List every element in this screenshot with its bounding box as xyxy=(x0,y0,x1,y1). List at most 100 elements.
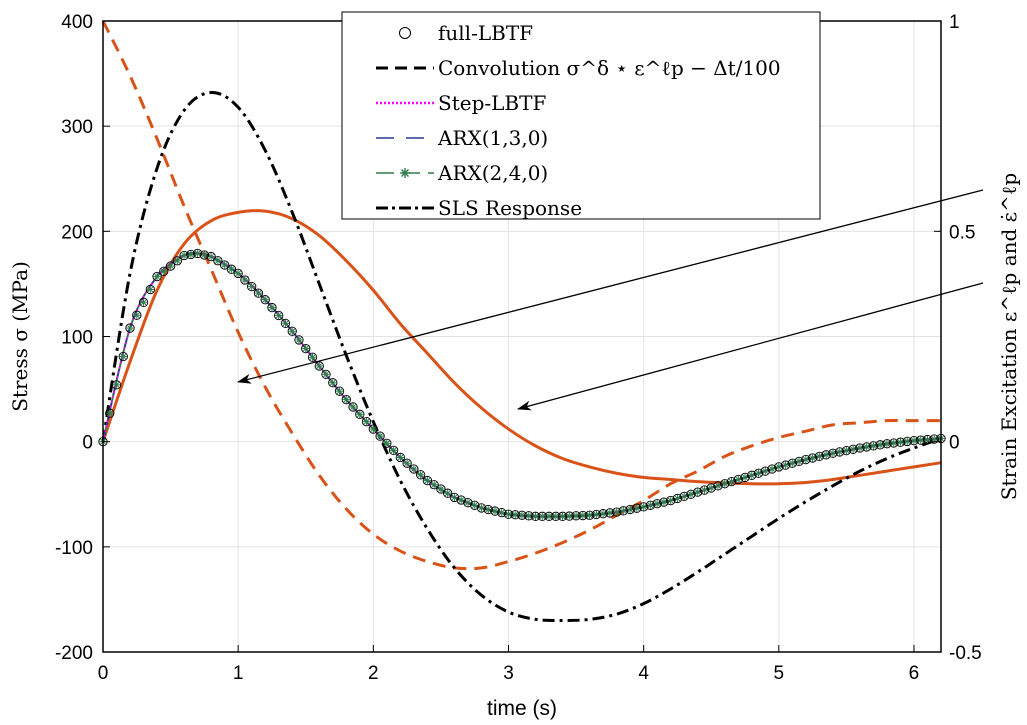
arx240-marker-stroke xyxy=(593,511,600,518)
full-lbtf-marker xyxy=(821,450,831,460)
full-lbtf-marker xyxy=(274,310,284,321)
arx240-marker-stroke xyxy=(336,388,343,395)
series-sls-response xyxy=(101,91,942,622)
full-lbtf-marker xyxy=(165,261,176,271)
full-lbtf-marker xyxy=(753,468,764,478)
arx240-marker-stroke xyxy=(417,471,424,478)
arx240-marker xyxy=(234,269,242,277)
arx240-marker-stroke xyxy=(708,485,715,491)
arx240-marker-stroke xyxy=(917,437,924,443)
arx240-marker xyxy=(788,459,796,467)
x-axis-label: time (s) xyxy=(487,697,557,720)
arx240-marker-stroke xyxy=(802,456,809,463)
y-left-tick-label: 0 xyxy=(82,433,93,454)
arx240-marker-stroke xyxy=(242,277,248,283)
arx240-marker-stroke xyxy=(552,513,559,520)
arx240-marker xyxy=(721,480,729,488)
arx240-marker-stroke xyxy=(559,513,566,520)
arx240-marker-stroke xyxy=(282,320,289,327)
arx240-marker xyxy=(619,507,627,515)
arx240-marker xyxy=(139,298,148,306)
arx240-marker-stroke xyxy=(573,512,579,519)
arx240-marker-stroke xyxy=(769,466,775,472)
full-lbtf-marker xyxy=(186,249,196,260)
arx240-marker xyxy=(464,499,472,507)
legend-label: ARX(1,3,0) xyxy=(437,126,548,150)
y-left-tick-label: 400 xyxy=(61,12,93,33)
arx240-marker-stroke xyxy=(931,436,938,442)
arx240-marker-stroke xyxy=(857,445,863,451)
arx240-marker xyxy=(389,446,398,454)
full-lbtf-marker xyxy=(328,378,338,388)
full-lbtf-marker xyxy=(767,464,777,474)
full-lbtf-marker xyxy=(598,509,608,519)
legend-label: Step-LBTF xyxy=(438,91,546,115)
full-lbtf-marker xyxy=(780,460,791,470)
full-lbtf-marker xyxy=(463,498,473,508)
arx240-marker xyxy=(241,276,249,284)
full-lbtf-marker xyxy=(341,394,351,405)
arx240-marker xyxy=(288,327,296,335)
full-lbtf-marker xyxy=(524,511,534,521)
full-lbtf-marker xyxy=(280,318,291,329)
arx240-marker-stroke xyxy=(789,460,796,467)
full-lbtf-marker xyxy=(422,475,433,486)
arx240-marker xyxy=(694,488,702,496)
full-lbtf-marker xyxy=(321,369,331,380)
arx240-marker-stroke xyxy=(356,411,363,418)
arx240-marker-stroke xyxy=(248,283,255,290)
arx240-marker-stroke xyxy=(160,268,167,275)
arx240-marker-stroke xyxy=(451,494,458,501)
arx240-marker-stroke xyxy=(843,447,850,454)
full-lbtf-marker xyxy=(510,510,520,520)
full-lbtf-marker xyxy=(436,484,446,494)
arx240-marker xyxy=(126,324,134,332)
arx240-marker xyxy=(248,282,256,291)
arx240-marker xyxy=(403,459,411,467)
arx240-marker xyxy=(261,296,269,304)
full-lbtf-marker xyxy=(909,435,919,446)
x-tick-label: 5 xyxy=(774,663,785,684)
arx240-marker-stroke xyxy=(877,441,884,448)
full-lbtf-marker xyxy=(638,502,649,512)
full-lbtf-marker xyxy=(557,511,568,521)
y-left-tick-label: 300 xyxy=(61,117,93,138)
full-lbtf-marker xyxy=(693,487,703,497)
arx240-marker-stroke xyxy=(350,404,356,410)
full-lbtf-marker xyxy=(253,288,264,298)
arx240-marker-stroke xyxy=(404,460,410,467)
arx240-marker-stroke xyxy=(728,478,735,485)
arx240-marker-stroke xyxy=(613,509,620,516)
legend-label: full-LBTF xyxy=(438,21,533,45)
arx240-marker xyxy=(342,396,350,404)
full-lbtf-marker xyxy=(388,445,399,455)
series-strain-line xyxy=(101,209,942,486)
arx240-marker-stroke xyxy=(127,325,133,331)
arx240-marker-stroke xyxy=(302,345,309,352)
arx240-marker-stroke xyxy=(133,312,140,319)
arx240-marker-stroke xyxy=(377,433,383,440)
arx240-marker-stroke xyxy=(863,444,870,450)
arx240-marker xyxy=(808,454,817,462)
full-lbtf-marker xyxy=(456,495,466,505)
full-lbtf-marker xyxy=(307,352,318,362)
full-lbtf-marker xyxy=(172,256,182,266)
full-lbtf-marker xyxy=(672,493,683,504)
full-lbtf-marker xyxy=(490,506,500,516)
arx240-marker-stroke xyxy=(187,251,194,258)
full-lbtf-marker xyxy=(706,483,716,493)
arx240-marker-stroke xyxy=(634,505,640,512)
full-lbtf-marker xyxy=(747,470,757,480)
arx240-marker-stroke xyxy=(627,506,634,513)
full-lbtf-marker xyxy=(226,264,237,274)
legend-entry: Convolution σ^δ ⋆ ε^ℓp − Δt/100 xyxy=(376,56,781,80)
y-left-tick-label: 200 xyxy=(61,222,93,243)
arx240-marker-stroke xyxy=(667,497,674,504)
arx240-marker-stroke xyxy=(174,257,181,264)
legend-symbol-asterisk xyxy=(401,169,409,177)
arx240-marker-stroke xyxy=(478,505,485,511)
full-lbtf-marker xyxy=(787,458,797,468)
arx240-marker xyxy=(437,485,445,493)
arx240-marker-stroke xyxy=(410,466,417,472)
full-lbtf-marker xyxy=(760,466,770,476)
